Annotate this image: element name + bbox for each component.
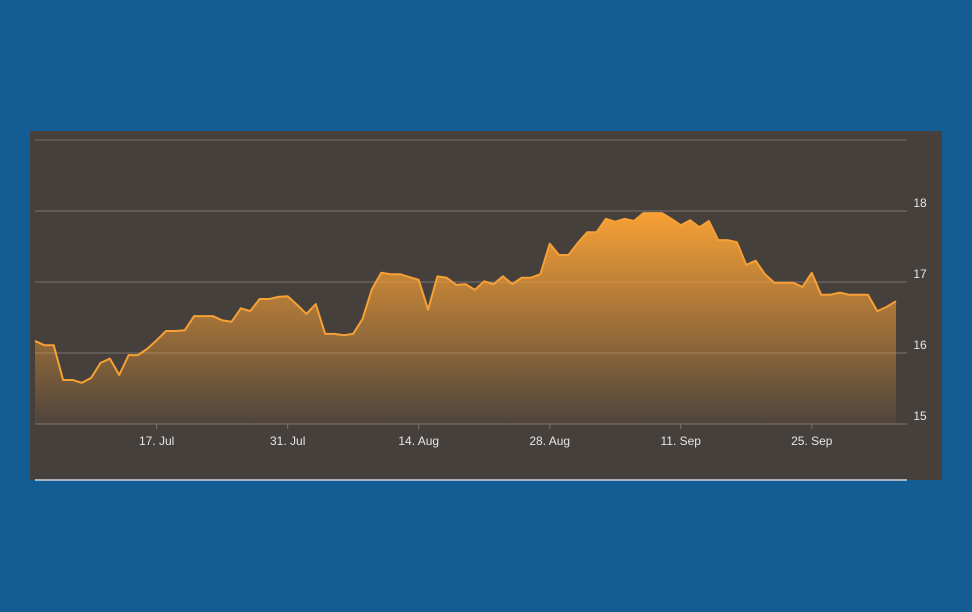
area-fill	[35, 213, 896, 424]
y-tick-label: 17	[913, 267, 927, 281]
area-line	[34, 212, 897, 384]
y-tick-label: 16	[913, 338, 927, 352]
x-tick-label: 31. Jul	[270, 434, 305, 448]
x-tick-label: 17. Jul	[139, 434, 174, 448]
x-tick-label: 25. Sep	[791, 434, 833, 448]
y-tick-label: 18	[913, 196, 927, 210]
x-tick-label: 11. Sep	[661, 434, 702, 448]
x-tick-label: 14. Aug	[398, 434, 439, 448]
x-tick-label: 28. Aug	[529, 434, 570, 448]
y-tick-label: 15	[913, 409, 927, 423]
